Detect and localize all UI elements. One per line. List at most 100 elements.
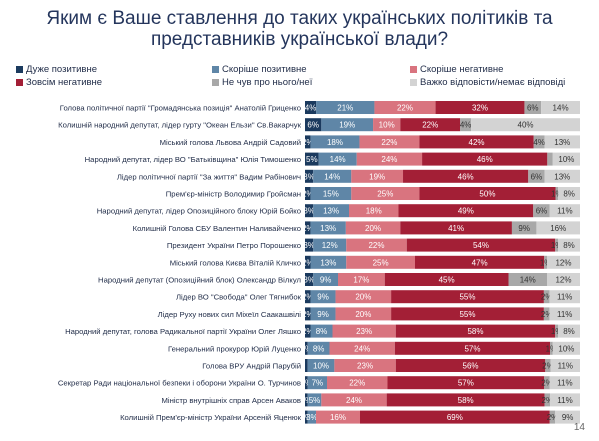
data-label: 69% bbox=[447, 413, 463, 422]
data-label: 58% bbox=[467, 327, 483, 336]
data-label: 57% bbox=[458, 379, 474, 388]
legend-item: Дуже позитивне bbox=[16, 64, 97, 75]
bar-segment bbox=[511, 221, 537, 235]
chart-title-line-2: представників української влади? bbox=[150, 29, 449, 50]
data-label: 56% bbox=[463, 362, 479, 371]
bar-segment bbox=[351, 187, 420, 200]
data-label: 10% bbox=[558, 344, 574, 353]
data-label: 11% bbox=[558, 362, 573, 371]
bar-segment bbox=[335, 307, 392, 321]
bar-segment bbox=[400, 221, 512, 235]
bar-segment bbox=[384, 273, 509, 286]
bar-segment bbox=[549, 204, 580, 218]
category-label: Міський голова Києва Віталій Кличко bbox=[170, 258, 301, 267]
bar-segment bbox=[558, 187, 580, 200]
data-label: 13% bbox=[323, 207, 339, 216]
legend-swatch bbox=[410, 79, 417, 86]
data-label: 1% bbox=[301, 379, 313, 388]
data-label: 58% bbox=[458, 396, 474, 405]
bar-segment bbox=[305, 341, 308, 355]
bar-segment bbox=[329, 341, 395, 355]
data-label: 12% bbox=[322, 241, 338, 250]
data-label: 19% bbox=[369, 172, 385, 181]
legend-label: Не чув про нього/неї bbox=[222, 77, 313, 88]
data-label: 41% bbox=[448, 224, 464, 233]
bar-segment bbox=[310, 135, 360, 149]
chart-title-line-1: Яким є Ваше ставлення до таких українськ… bbox=[46, 8, 553, 29]
bar-segment bbox=[395, 359, 546, 372]
legend-label: Скоріше позитивне bbox=[222, 64, 307, 75]
legend-item: Зовсім негативне bbox=[16, 77, 102, 88]
data-label: 13% bbox=[554, 172, 570, 181]
data-label: 2% bbox=[302, 310, 314, 319]
bar-segment bbox=[387, 376, 545, 390]
data-label: 16% bbox=[330, 413, 346, 422]
category-label: Секретар Ради національної безпеки і обо… bbox=[58, 379, 301, 388]
bar-segment bbox=[313, 238, 347, 252]
bar-segment bbox=[305, 376, 308, 390]
data-label: 8% bbox=[563, 241, 575, 250]
data-label: 49% bbox=[458, 207, 474, 216]
data-label: 9% bbox=[320, 276, 332, 285]
page-number: 14 bbox=[573, 422, 585, 433]
bar-segment bbox=[524, 101, 542, 114]
data-label: 10% bbox=[313, 362, 329, 371]
data-label: 46% bbox=[477, 155, 493, 164]
data-label: 18% bbox=[327, 138, 343, 147]
bar-segment bbox=[391, 307, 544, 321]
category-label: Генеральний прокурор Юрій Луценко bbox=[168, 344, 301, 353]
data-label: 2% bbox=[542, 396, 554, 405]
data-label: 8% bbox=[313, 344, 325, 353]
bar-segment bbox=[395, 324, 556, 338]
category-label: Народний депутат, голова Радикальної пар… bbox=[65, 327, 301, 336]
data-label: 3% bbox=[303, 172, 315, 181]
bar-segment bbox=[310, 221, 346, 235]
data-label: 9% bbox=[562, 413, 574, 422]
bar-segment bbox=[549, 290, 580, 304]
bar-segment bbox=[544, 393, 551, 407]
data-label: 12% bbox=[555, 276, 571, 285]
legend-swatch bbox=[212, 66, 219, 73]
bar-segment bbox=[338, 273, 385, 286]
data-label: 14% bbox=[324, 172, 340, 181]
data-label: 45% bbox=[439, 276, 455, 285]
bar-segment bbox=[305, 169, 314, 183]
category-label: Колишній Голова СБУ Валентин Наливайченк… bbox=[133, 224, 301, 233]
chart-title: Яким є Ваше ставлення до таких українськ… bbox=[0, 8, 599, 50]
category-label: Голова ВРУ Андрій Парубій bbox=[202, 362, 301, 371]
data-label: 16% bbox=[550, 224, 566, 233]
category-label: Народний депутат (Опозиційний блок) Олек… bbox=[98, 276, 301, 285]
bar-segment bbox=[550, 341, 553, 355]
data-label: 55% bbox=[459, 293, 475, 302]
data-label: 23% bbox=[356, 327, 372, 336]
bar-segment bbox=[345, 221, 401, 235]
data-label: 4% bbox=[305, 104, 317, 113]
data-label: 5% bbox=[306, 155, 318, 164]
category-label: Колишній Прем'єр-міністр України Арсеній… bbox=[120, 413, 302, 422]
data-label: 25% bbox=[373, 258, 389, 267]
bar-segment bbox=[543, 290, 550, 304]
bar-segment bbox=[374, 101, 436, 114]
bar-segment bbox=[307, 341, 330, 355]
data-label: 1% bbox=[546, 344, 558, 353]
data-label: 2% bbox=[302, 138, 314, 147]
data-label: 6% bbox=[307, 121, 319, 130]
bar-segment bbox=[335, 290, 392, 304]
data-label: 50% bbox=[479, 190, 495, 199]
data-label: 21% bbox=[337, 104, 353, 113]
data-label: 2% bbox=[302, 293, 314, 302]
bar-segment bbox=[310, 307, 336, 321]
data-label: 3% bbox=[303, 207, 315, 216]
data-label: 2% bbox=[302, 258, 314, 267]
data-label: 4% bbox=[460, 121, 472, 130]
data-label: 11% bbox=[557, 379, 572, 388]
data-label: 20% bbox=[355, 293, 371, 302]
data-label: 3% bbox=[306, 413, 318, 422]
bar-segment bbox=[316, 101, 375, 114]
bar-segment bbox=[545, 359, 551, 372]
bar-segment bbox=[307, 359, 335, 372]
bar-segment bbox=[528, 169, 545, 183]
bar-segment bbox=[307, 410, 316, 424]
bar-segment bbox=[305, 273, 314, 286]
bar-segment bbox=[406, 238, 556, 252]
